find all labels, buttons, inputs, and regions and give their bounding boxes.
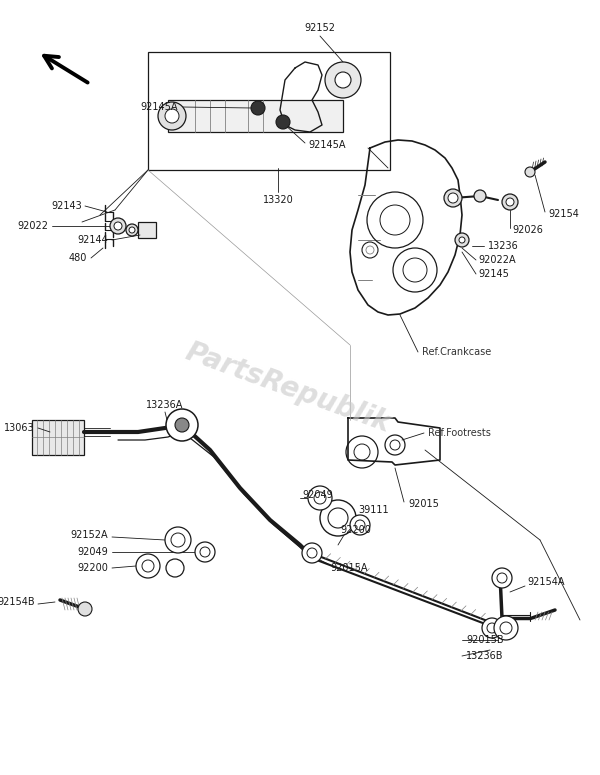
Circle shape (171, 533, 185, 547)
Circle shape (487, 623, 497, 633)
Text: 92152A: 92152A (70, 530, 108, 540)
Circle shape (459, 237, 465, 243)
Text: 92049: 92049 (77, 547, 108, 557)
Text: 92022: 92022 (17, 221, 48, 231)
Text: 92154A: 92154A (527, 577, 565, 587)
Circle shape (502, 194, 518, 210)
Circle shape (328, 508, 348, 528)
Circle shape (78, 602, 92, 616)
Text: 13236: 13236 (488, 241, 519, 251)
Circle shape (276, 115, 290, 129)
Circle shape (320, 500, 356, 536)
Circle shape (142, 560, 154, 572)
Circle shape (506, 198, 514, 206)
Circle shape (114, 222, 122, 230)
Circle shape (448, 193, 458, 203)
Circle shape (325, 62, 361, 98)
Text: 92145A: 92145A (308, 140, 346, 150)
Text: PartsRepublik: PartsRepublik (181, 337, 395, 438)
Text: 92015A: 92015A (330, 563, 367, 573)
Circle shape (500, 622, 512, 634)
Text: 92145: 92145 (478, 269, 509, 279)
Circle shape (474, 190, 486, 202)
Text: 13236A: 13236A (146, 400, 184, 410)
Circle shape (302, 543, 322, 563)
Text: 39111: 39111 (358, 505, 389, 515)
Circle shape (494, 616, 518, 640)
Circle shape (492, 568, 512, 588)
Text: 13236B: 13236B (466, 651, 503, 661)
Circle shape (195, 542, 215, 562)
Circle shape (158, 102, 186, 130)
Circle shape (129, 227, 135, 233)
Circle shape (525, 167, 535, 177)
Text: Ref.Crankcase: Ref.Crankcase (422, 347, 491, 357)
Circle shape (444, 189, 462, 207)
Bar (32, 420, 84, 455)
Text: 13320: 13320 (263, 195, 293, 205)
Text: 480: 480 (68, 253, 87, 263)
Circle shape (497, 573, 507, 583)
Text: 92022A: 92022A (478, 255, 515, 265)
Text: 92154B: 92154B (0, 597, 35, 607)
Bar (138, 222, 156, 238)
Circle shape (165, 527, 191, 553)
Circle shape (200, 547, 210, 557)
Circle shape (335, 72, 351, 88)
Circle shape (350, 515, 370, 535)
Text: 92152: 92152 (305, 23, 335, 33)
Text: 92145A: 92145A (140, 102, 178, 112)
Circle shape (308, 486, 332, 510)
Circle shape (126, 224, 138, 236)
Circle shape (110, 218, 126, 234)
Circle shape (482, 618, 502, 638)
Text: 92049: 92049 (302, 490, 333, 500)
Circle shape (166, 409, 198, 441)
Text: 92015B: 92015B (466, 635, 503, 645)
Text: 92026: 92026 (512, 225, 543, 235)
Circle shape (136, 554, 160, 578)
Circle shape (251, 101, 265, 115)
Bar (168, 100, 343, 132)
Circle shape (307, 548, 317, 558)
Circle shape (175, 418, 189, 432)
Text: 92200: 92200 (77, 563, 108, 573)
Circle shape (314, 492, 326, 504)
Text: 92144: 92144 (77, 235, 108, 245)
Text: 92200: 92200 (340, 525, 371, 535)
Text: 13063: 13063 (4, 423, 35, 433)
Circle shape (355, 520, 365, 530)
Circle shape (165, 109, 179, 123)
Circle shape (166, 559, 184, 577)
Bar (148, 52, 390, 170)
Circle shape (455, 233, 469, 247)
Text: 92015: 92015 (408, 499, 439, 509)
Text: 92154: 92154 (548, 209, 579, 219)
Text: 92143: 92143 (51, 201, 82, 211)
Text: Ref.Footrests: Ref.Footrests (428, 428, 491, 438)
Circle shape (390, 440, 400, 450)
